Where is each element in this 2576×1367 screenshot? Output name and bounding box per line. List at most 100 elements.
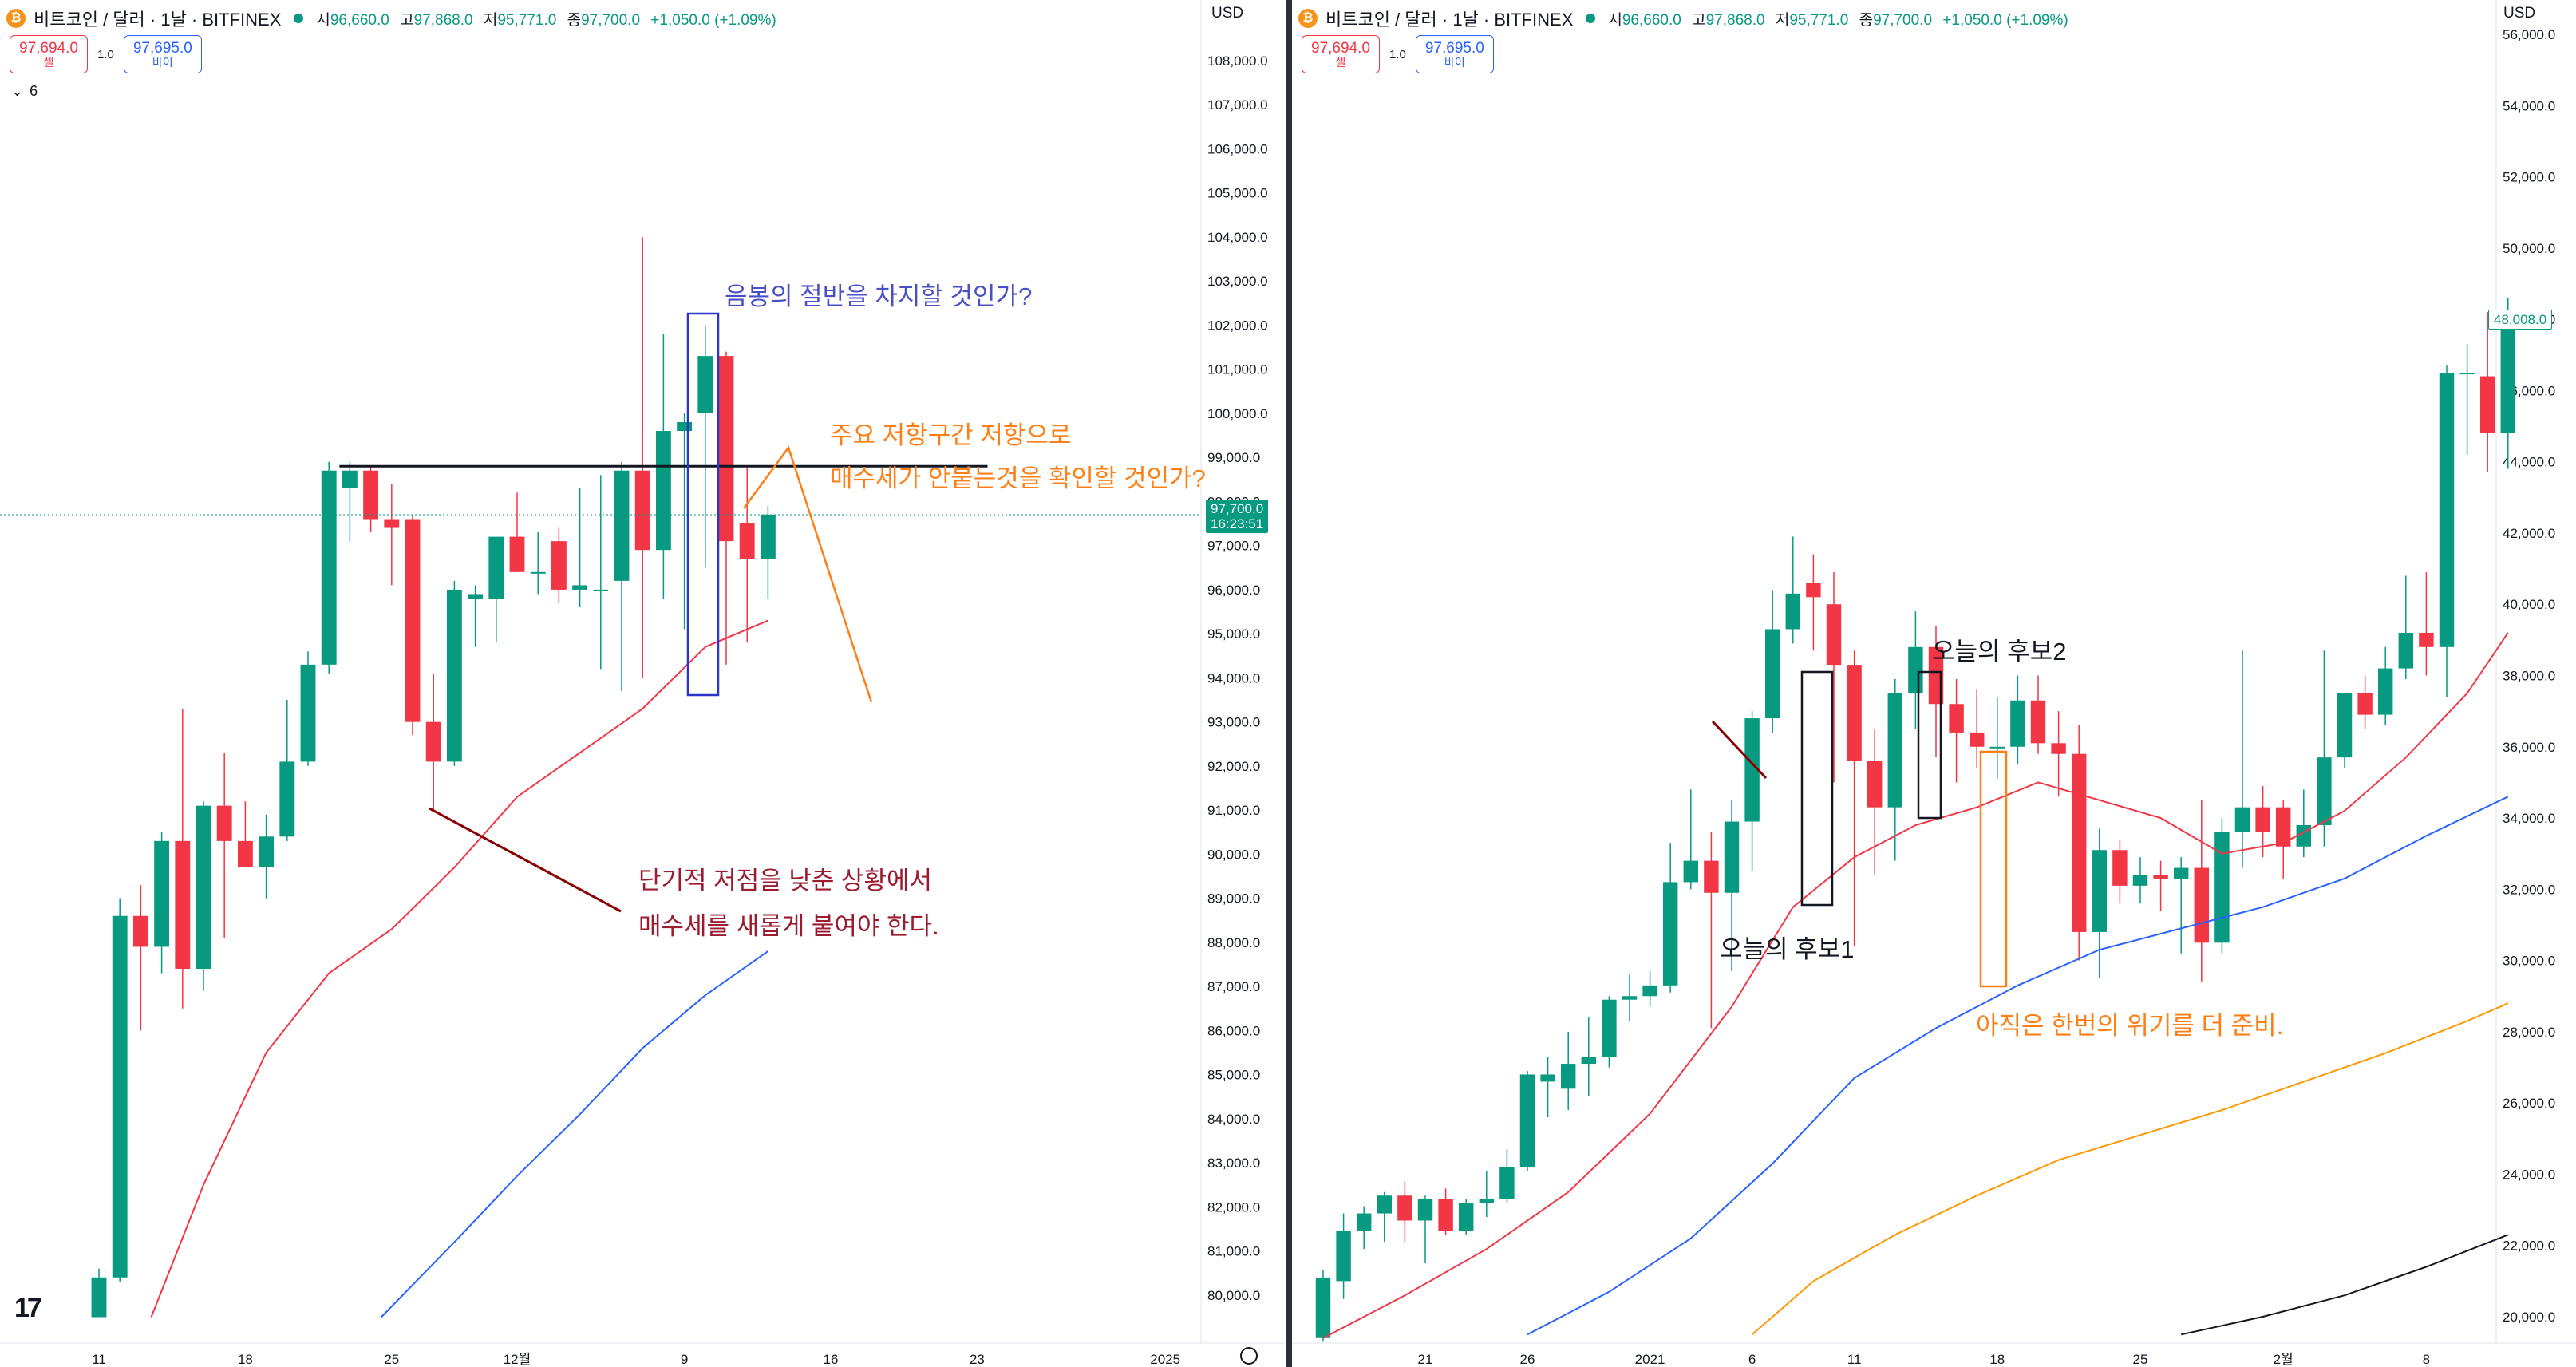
annotation-candidate2: 오늘의 후보2 <box>1932 638 2066 666</box>
candle-body <box>488 536 504 599</box>
candle-body <box>2051 743 2066 754</box>
candle-body <box>1622 996 1638 1000</box>
candle-body <box>2071 753 2087 932</box>
candle-body <box>1928 646 1944 705</box>
y-tick-label: 30,000.0 <box>2503 954 2555 969</box>
left-chart-panel[interactable]: 80,000.0 81,000.0 82,000.0 83,000.0 84,000.0… <box>0 0 1285 1367</box>
buy-button[interactable]: 97,695.0 바이 <box>123 35 202 73</box>
candle-body <box>572 585 588 590</box>
candle-body <box>237 840 253 867</box>
candidate2-box <box>1917 670 1942 820</box>
candle-body <box>1908 646 1923 693</box>
right-chart-canvas[interactable]: 20,000.0 22,000.0 24,000.0 26,000.0 28,000.0… <box>1292 0 2576 1367</box>
candle-body <box>2275 807 2291 847</box>
buy-button-right[interactable]: 97,695.0 바이 <box>1415 35 1494 73</box>
candle-body <box>1989 746 2005 749</box>
candle-body <box>1744 718 1760 822</box>
candle-body <box>2255 807 2270 832</box>
candle-body <box>593 589 609 591</box>
candle-body <box>614 470 630 581</box>
y-tick-label: 100,000.0 <box>1207 406 1268 421</box>
order-quantity[interactable]: 1.0 <box>97 47 114 61</box>
order-quantity-right[interactable]: 1.0 <box>1389 47 1406 61</box>
y-tick-label: 42,000.0 <box>2503 526 2555 541</box>
y-tick-label: 95,000.0 <box>1207 626 1260 642</box>
y-tick-label: 36,000.0 <box>2503 740 2555 755</box>
y-tick-label: 92,000.0 <box>1207 759 1260 774</box>
moving-average-line <box>1751 1002 2509 1336</box>
market-open-dot-icon <box>294 14 304 23</box>
y-tick-label: 34,000.0 <box>2503 811 2555 826</box>
candle-body <box>2092 850 2108 932</box>
x-tick-label: 6 <box>1748 1352 1756 1367</box>
market-open-dot-icon <box>1586 14 1596 23</box>
candle-body <box>530 571 546 574</box>
candle-body <box>468 594 484 599</box>
x-tick-label: 18 <box>1989 1352 2005 1367</box>
y-tick-label: 84,000.0 <box>1207 1112 1260 1127</box>
y-tick-label: 82,000.0 <box>1207 1199 1260 1215</box>
candle-body <box>1969 732 1985 747</box>
candle-body <box>259 836 275 867</box>
y-tick-label: 104,000.0 <box>1207 230 1268 245</box>
left-chart-canvas[interactable]: 80,000.0 81,000.0 82,000.0 83,000.0 84,000.0… <box>0 0 1285 1367</box>
candle-body <box>1397 1195 1412 1221</box>
candle-body <box>342 470 358 488</box>
currency-selector[interactable]: USD <box>1211 5 1244 22</box>
panel-divider[interactable] <box>1286 0 1292 1367</box>
tradingview-logo-icon[interactable]: 17 <box>14 1293 42 1323</box>
indicators-toggle[interactable]: ⌄ 6 <box>11 83 38 100</box>
candle-body <box>1336 1231 1351 1282</box>
x-tick-label: 23 <box>970 1352 985 1367</box>
right-chart-panel[interactable]: 20,000.0 22,000.0 24,000.0 26,000.0 28,000.0… <box>1292 0 2576 1367</box>
trade-buttons: 97,694.0 셀 1.0 97,695.0 바이 <box>10 35 202 73</box>
currency-selector-right[interactable]: USD <box>2503 5 2536 22</box>
candle-body <box>2173 867 2189 879</box>
x-tick-label: 8 <box>2423 1352 2430 1367</box>
candle-body <box>1949 704 1964 733</box>
y-tick-label: 20,000.0 <box>2503 1310 2555 1325</box>
symbol-header: ₿ 비트코인 / 달러 · 1날 · BITFINEX 시96,660.0 고9… <box>6 3 783 34</box>
y-tick-label: 83,000.0 <box>1207 1156 1260 1171</box>
candle-body <box>2194 867 2210 943</box>
candle-body <box>2030 700 2046 744</box>
y-tick-label: 93,000.0 <box>1207 715 1260 730</box>
y-tick-label: 97,000.0 <box>1207 539 1260 554</box>
symbol-title-right[interactable]: 비트코인 / 달러 · 1날 · BITFINEX <box>1326 10 1574 30</box>
candle-body <box>1724 821 1740 893</box>
candle-body <box>1806 583 1821 598</box>
candle-body <box>697 356 713 413</box>
annotation-bearish-question: 음봉의 절반을 차지할 것인가? <box>725 282 1032 310</box>
candle-body <box>112 915 128 1278</box>
candle-body <box>1764 629 1780 719</box>
settings-gear-icon[interactable] <box>1240 1347 1258 1365</box>
y-tick-label: 89,000.0 <box>1207 891 1260 907</box>
x-tick-label: 18 <box>238 1352 253 1367</box>
candle-body <box>1417 1199 1433 1221</box>
annotation-crisis: 아직은 한번의 위기를 더 준비. <box>1976 1012 2283 1040</box>
moving-average-line <box>1322 632 2509 1339</box>
y-tick-label: 28,000.0 <box>2503 1025 2555 1040</box>
candle-body <box>2010 700 2025 747</box>
candle-body <box>2112 850 2128 886</box>
bitcoin-icon: ₿ <box>1298 9 1318 28</box>
symbol-title[interactable]: 비트코인 / 달러 · 1날 · BITFINEX <box>34 10 282 30</box>
candle-body <box>2459 373 2475 375</box>
indicator-count: 6 <box>30 83 38 99</box>
current-price-tag: 97,700.0 16:23:51 <box>1206 500 1269 533</box>
y-tick-label: 102,000.0 <box>1207 318 1268 333</box>
candidate1-box <box>1800 670 1834 907</box>
candle-body <box>1438 1199 1453 1231</box>
candle-body <box>1479 1199 1495 1203</box>
y-tick-label: 38,000.0 <box>2503 669 2555 684</box>
candle-body <box>2337 693 2353 758</box>
x-tick-label: 9 <box>681 1352 688 1367</box>
y-tick-label: 22,000.0 <box>2503 1239 2555 1254</box>
sell-button-right[interactable]: 97,694.0 셀 <box>1302 35 1380 73</box>
candle-body <box>1499 1167 1515 1199</box>
candle-body <box>1847 665 1862 761</box>
candle-body <box>718 356 734 542</box>
candle-body <box>2153 875 2168 879</box>
sell-button[interactable]: 97,694.0 셀 <box>10 35 88 73</box>
candle-body <box>300 664 316 762</box>
